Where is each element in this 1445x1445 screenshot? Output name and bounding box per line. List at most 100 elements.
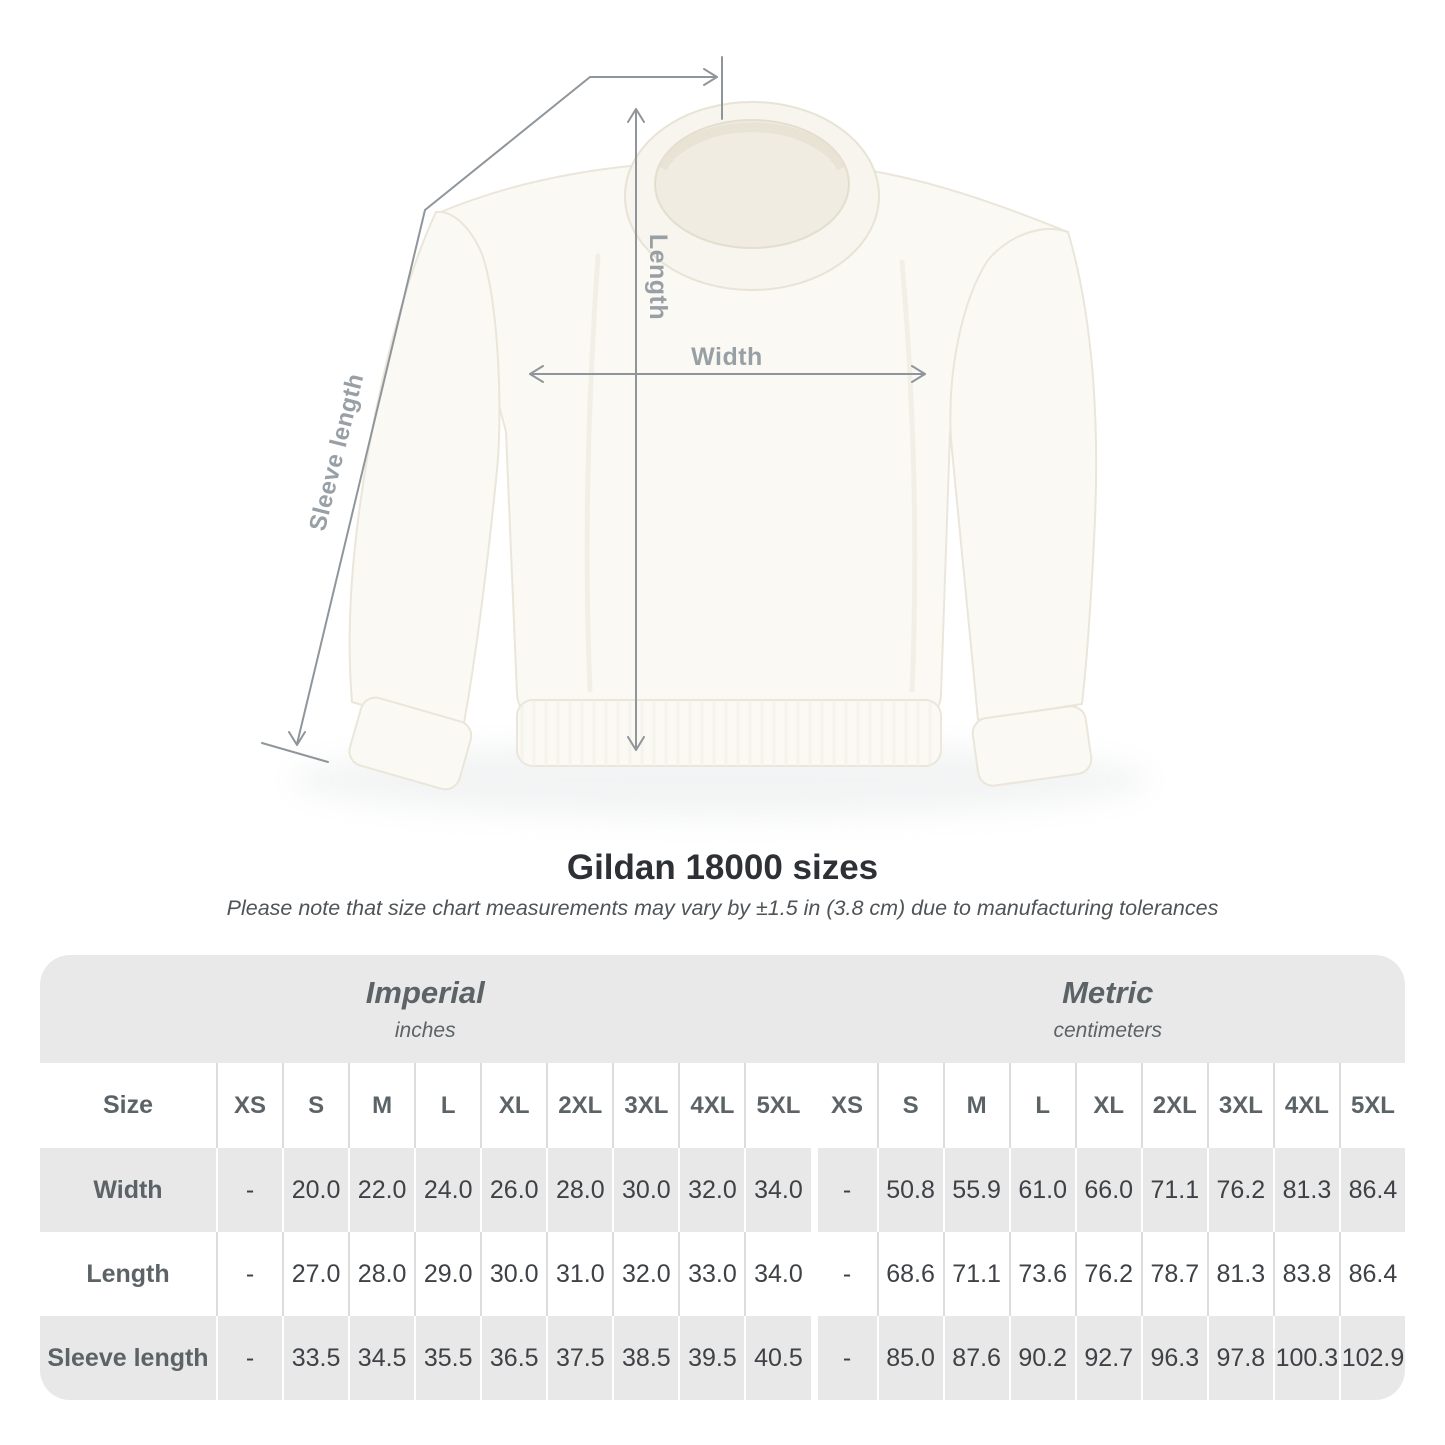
arrow-left-icon <box>529 365 544 383</box>
imperial-group-unit: inches <box>394 1019 456 1042</box>
value-cell: 90.2 <box>1008 1316 1075 1400</box>
value-cell: 61.0 <box>1008 1148 1075 1232</box>
size-header-imperial-xl: XL <box>480 1063 547 1148</box>
sweatshirt-diagram-svg: Length Width Sleeve length <box>261 56 1150 818</box>
value-cell: 76.2 <box>1074 1232 1141 1316</box>
value-cell: 40.5 <box>744 1316 811 1400</box>
value-cell: 34.5 <box>348 1316 415 1400</box>
size-column-header: Size <box>40 1063 216 1148</box>
value-cell: 26.0 <box>480 1148 547 1232</box>
value-cell: 87.6 <box>942 1316 1009 1400</box>
size-header-metric-2xl: 2XL <box>1140 1063 1207 1148</box>
sleeve-end-tick-line <box>261 742 329 763</box>
metric-group-unit: centimeters <box>1053 1019 1163 1042</box>
size-header-imperial-4xl: 4XL <box>678 1063 745 1148</box>
value-cell: - <box>216 1232 283 1316</box>
right-cuff <box>971 705 1093 787</box>
arrow-right-icon <box>911 365 926 383</box>
value-cell: 66.0 <box>1074 1148 1141 1232</box>
value-cell: 32.0 <box>612 1232 679 1316</box>
value-cell: - <box>810 1232 877 1316</box>
size-header-metric-l: L <box>1008 1063 1075 1148</box>
value-cell: 86.4 <box>1338 1232 1405 1316</box>
collar-opening <box>654 119 850 249</box>
value-cell: 30.0 <box>612 1148 679 1232</box>
value-cell: 27.0 <box>282 1232 349 1316</box>
value-cell: 28.0 <box>546 1148 613 1232</box>
value-cell: 33.0 <box>678 1232 745 1316</box>
size-header-imperial-m: M <box>348 1063 415 1148</box>
value-cell: 37.5 <box>546 1316 613 1400</box>
value-cell: 71.1 <box>942 1232 1009 1316</box>
tolerance-note: Please note that size chart measurements… <box>226 896 1219 920</box>
collar-inner-shadow <box>657 122 847 171</box>
width-label: Width <box>691 343 763 371</box>
size-header-metric-xs: XS <box>810 1063 877 1148</box>
value-cell: 31.0 <box>546 1232 613 1316</box>
sleeve-length-line-diagonal <box>296 76 591 745</box>
value-cell: 92.7 <box>1074 1316 1141 1400</box>
value-cell: - <box>810 1316 877 1400</box>
value-cell: 22.0 <box>348 1148 415 1232</box>
sweatshirt-illustration <box>290 101 1150 818</box>
row-label: Sleeve length <box>40 1316 216 1400</box>
arrow-down-icon <box>627 736 645 751</box>
imperial-group-title: Imperial <box>365 975 485 1010</box>
value-cell: 34.0 <box>744 1232 811 1316</box>
value-cell: 28.0 <box>348 1232 415 1316</box>
length-label: Length <box>644 234 672 320</box>
left-cuff <box>348 696 473 791</box>
value-cell: 34.0 <box>744 1148 811 1232</box>
size-header-imperial-2xl: 2XL <box>546 1063 613 1148</box>
value-cell: 55.9 <box>942 1148 1009 1232</box>
value-cell: 76.2 <box>1206 1148 1273 1232</box>
value-cell: 35.5 <box>414 1316 481 1400</box>
value-cell: 85.0 <box>876 1316 943 1400</box>
page-title: Gildan 18000 sizes <box>566 848 879 887</box>
size-header-imperial-xs: XS <box>216 1063 283 1148</box>
sweatshirt-right-sleeve <box>949 228 1098 721</box>
value-cell: 96.3 <box>1140 1316 1207 1400</box>
value-cell: 20.0 <box>282 1148 349 1232</box>
metric-group-title: Metric <box>1062 975 1154 1010</box>
product-diagram: Length Width Sleeve length <box>261 56 1150 818</box>
crease-line <box>899 259 918 693</box>
value-cell: 86.4 <box>1338 1148 1405 1232</box>
hem-band-rib <box>517 700 941 766</box>
value-cell: 33.5 <box>282 1316 349 1400</box>
value-cell: 30.0 <box>480 1232 547 1316</box>
value-cell: 81.3 <box>1272 1148 1339 1232</box>
size-header-metric-4xl: 4XL <box>1272 1063 1339 1148</box>
value-cell: 100.3 <box>1272 1316 1339 1400</box>
row-label: Length <box>40 1232 216 1316</box>
sweatshirt-left-sleeve <box>348 210 501 735</box>
value-cell: 97.8 <box>1206 1316 1273 1400</box>
value-cell: 29.0 <box>414 1232 481 1316</box>
value-cell: 24.0 <box>414 1148 481 1232</box>
value-cell: 38.5 <box>612 1316 679 1400</box>
value-cell: 73.6 <box>1008 1232 1075 1316</box>
value-cell: 39.5 <box>678 1316 745 1400</box>
value-cell: 71.1 <box>1140 1148 1207 1232</box>
value-cell: 78.7 <box>1140 1232 1207 1316</box>
size-header-metric-s: S <box>876 1063 943 1148</box>
size-header-metric-5xl: 5XL <box>1338 1063 1405 1148</box>
size-header-metric-m: M <box>942 1063 1009 1148</box>
value-cell: 102.9 <box>1338 1316 1405 1400</box>
value-cell: 32.0 <box>678 1148 745 1232</box>
metric-group-header: Metric centimeters <box>810 955 1405 1063</box>
size-header-metric-xl: XL <box>1074 1063 1141 1148</box>
imperial-group-header: Imperial inches <box>40 955 811 1063</box>
value-cell: - <box>810 1148 877 1232</box>
row-label: Width <box>40 1148 216 1232</box>
size-header-metric-3xl: 3XL <box>1206 1063 1273 1148</box>
arrow-down-icon <box>288 731 306 746</box>
value-cell: 36.5 <box>480 1316 547 1400</box>
arrow-right-icon <box>703 68 718 86</box>
value-cell: 68.6 <box>876 1232 943 1316</box>
value-cell: 50.8 <box>876 1148 943 1232</box>
size-header-imperial-s: S <box>282 1063 349 1148</box>
value-cell: 81.3 <box>1206 1232 1273 1316</box>
size-table: Imperial inches Metric centimeters Size X… <box>40 955 1405 1400</box>
